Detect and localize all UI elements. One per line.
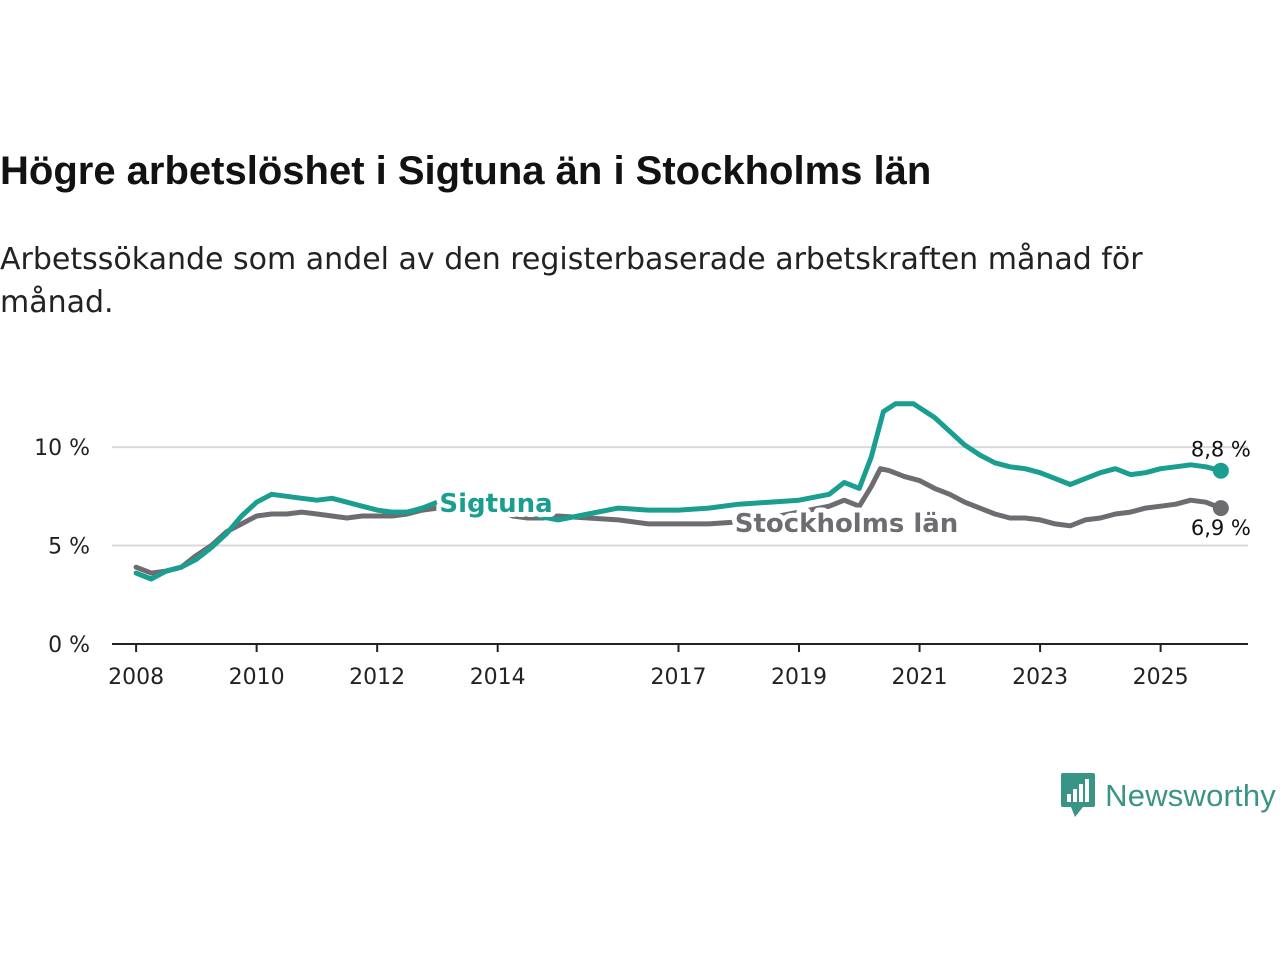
series-end-label-stockholms-l-n: 6,9 % <box>1191 516 1251 540</box>
chart-title: Högre arbetslöshet i Sigtuna än i Stockh… <box>0 149 932 193</box>
grid-lines <box>112 446 1248 547</box>
series-name-label-stockholms-l-n: Stockholms län <box>735 509 959 539</box>
series-end-dot-stockholms-l-n <box>1212 500 1229 517</box>
y-tick-label: 10 % <box>34 436 90 461</box>
x-tick-label: 2008 <box>108 665 164 690</box>
series-line-sigtuna <box>133 401 1224 582</box>
series-line-stockholms-l-n <box>133 466 1224 576</box>
chart-subtitle: Arbetssökande som andel av den registerb… <box>0 242 1143 320</box>
x-tick-label: 2021 <box>892 665 948 690</box>
series-lines <box>133 401 1224 582</box>
series-end-label-sigtuna: 8,8 % <box>1191 438 1251 462</box>
newsworthy-logo-icon <box>1061 773 1096 817</box>
y-tick-label: 0 % <box>48 633 90 658</box>
x-tick-label: 2010 <box>229 665 285 690</box>
series-end-dot-sigtuna <box>1212 462 1229 479</box>
x-tick-label: 2019 <box>771 665 827 690</box>
series-name-halo-sigtuna: Sigtuna <box>439 489 552 519</box>
x-tick-label: 2014 <box>470 665 526 690</box>
series-name-halo-stockholms-l-n: Stockholms län <box>735 509 959 539</box>
y-axis-tick-labels: 0 % 5 % 10 % <box>34 436 90 658</box>
brand-logo: Newsworthy <box>1061 772 1276 820</box>
line-chart: 0 %5 %10 % 2008 2010 2012 2014 2017 2019 2021 2… <box>34 401 1251 690</box>
x-axis-ticks: 2008 2010 2012 2014 2017 2019 2021 2023 2025 <box>108 644 1189 690</box>
x-tick-label: 2012 <box>349 665 405 690</box>
series-name-label-sigtuna: Sigtuna <box>439 489 552 519</box>
x-tick-label: 2017 <box>650 665 706 690</box>
y-tick-label: 5 % <box>48 535 90 560</box>
brand-name: Newsworthy <box>1105 778 1276 813</box>
x-tick-label: 2025 <box>1133 665 1189 690</box>
x-tick-label: 2023 <box>1012 665 1068 690</box>
